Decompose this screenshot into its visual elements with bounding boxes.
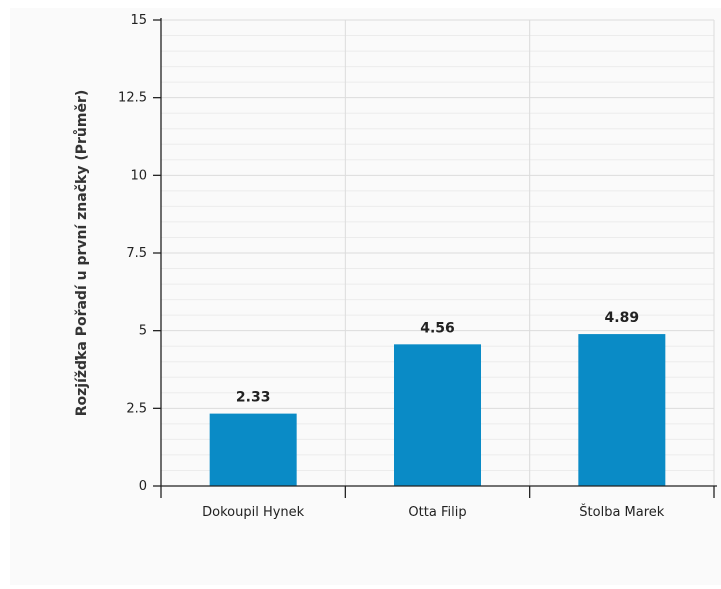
bars [209, 334, 666, 486]
y-tick-label: 2.5 [126, 401, 147, 416]
bar [578, 334, 666, 486]
x-tick-label: Otta Filip [408, 505, 466, 520]
y-tick-label: 7.5 [126, 246, 147, 261]
data-label: 4.89 [605, 310, 640, 326]
x-tick-label: Dokoupil Hynek [202, 505, 305, 520]
chart-background [10, 8, 721, 585]
data-label: 4.56 [420, 320, 455, 336]
y-axis-title: Rozjížďka Pořadí u první značky (Průměr) [73, 90, 90, 417]
y-tick-label: 5 [139, 324, 147, 339]
data-label: 2.33 [236, 390, 271, 406]
data-labels: 2.33 4.56 4.89 [236, 310, 639, 406]
y-axis-ticks: 0 2.5 5 7.5 10 12.5 15 [118, 13, 161, 494]
y-tick-label: 15 [130, 13, 147, 28]
bar [209, 413, 297, 486]
x-axis-categories: Dokoupil Hynek Otta Filip Štolba Marek [160, 486, 715, 520]
y-tick-label: 12.5 [118, 91, 147, 106]
y-tick-label: 0 [139, 479, 147, 494]
bar [394, 344, 481, 486]
y-tick-label: 10 [130, 168, 147, 183]
x-tick-label: Štolba Marek [579, 504, 665, 520]
